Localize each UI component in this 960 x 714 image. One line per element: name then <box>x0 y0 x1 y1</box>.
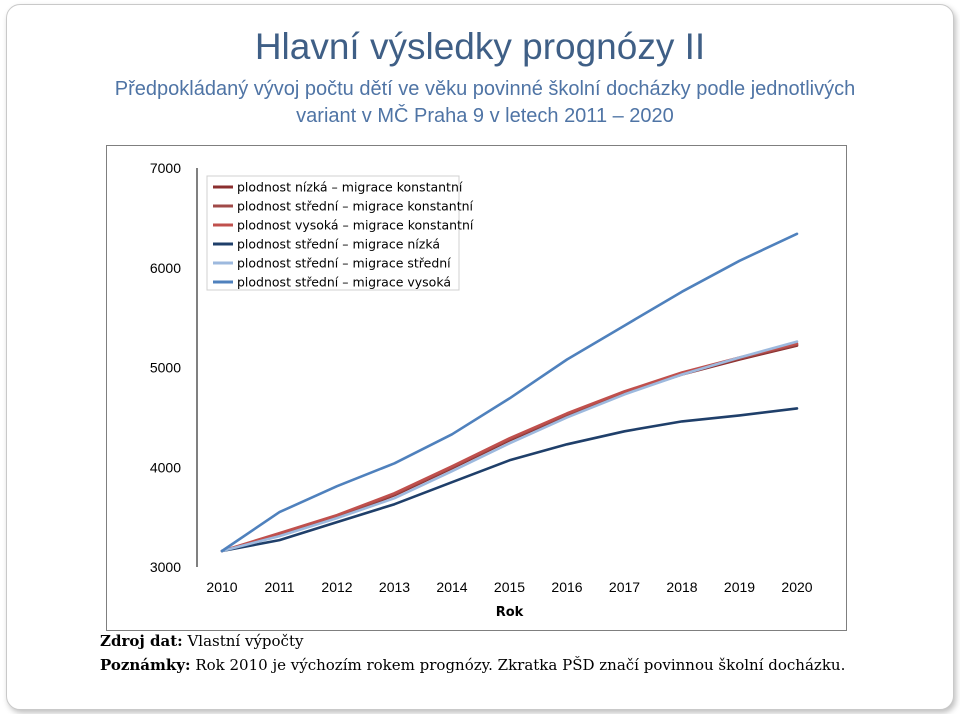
legend-label: plodnost střední – migrace konstantní <box>237 199 474 214</box>
slide-title: Hlavní výsledky prognózy II <box>254 26 706 67</box>
series-line <box>220 232 799 553</box>
source-label: Zdroj dat: <box>100 632 183 650</box>
notes-text: Rok 2010 je výchozím rokem prognózy. Zkr… <box>195 656 846 674</box>
x-tick-label: 2010 <box>206 579 237 595</box>
source-note: Zdroj dat: Vlastní výpočty <box>100 632 303 650</box>
x-tick-label: 2011 <box>264 579 294 595</box>
x-tick-label: 2012 <box>321 579 352 595</box>
legend-label: plodnost vysoká – migrace konstantní <box>237 218 474 233</box>
x-tick-label: 2020 <box>781 579 812 595</box>
legend-label: plodnost střední – migrace nízká <box>237 237 440 252</box>
series-line <box>220 407 799 553</box>
source-text: Vlastní výpočty <box>187 632 304 650</box>
series-line <box>220 343 799 553</box>
y-tick-label: 7000 <box>150 160 181 176</box>
series-line <box>220 342 799 553</box>
series-line <box>220 344 799 553</box>
x-tick-label: 2019 <box>724 579 755 595</box>
notes-label: Poznámky: <box>100 656 191 674</box>
legend-label: plodnost nízká – migrace konstantní <box>237 180 463 195</box>
series-line <box>220 340 799 553</box>
y-tick-label: 6000 <box>150 260 181 276</box>
chart-frame: 3000 4000 5000 6000 7000 2010 2011 2012 2013 2014… <box>106 145 847 631</box>
y-tick-label: 3000 <box>150 559 181 575</box>
x-tick-label: 2013 <box>379 579 410 595</box>
legend-box <box>206 175 460 291</box>
x-tick-label: 2014 <box>436 579 467 595</box>
subtitle-line-1: Předpokládaný vývoj počtu dětí ve věku p… <box>114 78 856 100</box>
legend-label: plodnost střední – migrace vysoká <box>237 275 451 290</box>
x-tick-label: 2017 <box>609 579 640 595</box>
notes-note: Poznámky: Rok 2010 je výchozím rokem pro… <box>100 656 845 674</box>
line-chart: 3000 4000 5000 6000 7000 2010 2011 2012 2013 2014… <box>150 160 813 620</box>
subtitle-line-2: variant v MČ Praha 9 v letech 2011 – 202… <box>296 105 674 127</box>
legend-label: plodnost střední – migrace střední <box>237 256 451 271</box>
y-tick-label: 4000 <box>150 459 181 475</box>
x-axis-title: Rok <box>496 605 524 620</box>
x-tick-label: 2018 <box>666 579 697 595</box>
slide-subtitle: Předpokládaný vývoj počtu dětí ve věku p… <box>60 76 910 130</box>
x-tick-label: 2015 <box>494 579 525 595</box>
x-tick-label: 2016 <box>551 579 582 595</box>
y-tick-label: 5000 <box>150 360 181 376</box>
